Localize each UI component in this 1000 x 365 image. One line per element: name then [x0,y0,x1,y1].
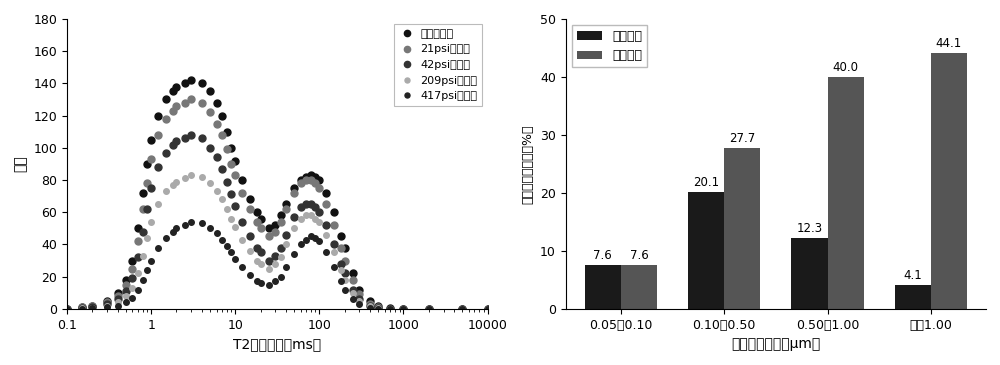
417psi离心后 [185,220,197,224]
Line: 42psi离心后: 42psi离心后 [64,131,491,312]
42psi离心后 [196,136,208,140]
21psi离心后 [482,307,494,311]
Legend: 频率分布, 累积分布: 频率分布, 累积分布 [572,25,647,68]
209psi离心后 [313,220,325,224]
Bar [688,192,724,309]
饱和水状态 [456,307,468,311]
Y-axis label: 幅度: 幅度 [14,155,28,172]
Text: 7.6: 7.6 [630,249,648,262]
Text: 4.1: 4.1 [903,269,922,282]
饱和水状态 [482,307,494,311]
209psi离心后 [456,307,468,311]
42psi离心后 [185,132,197,137]
Legend: 饱和水状态, 21psi离心后, 42psi离心后, 209psi离心后, 417psi离心后: 饱和水状态, 21psi离心后, 42psi离心后, 209psi离心后, 41… [394,24,482,105]
X-axis label: T2弛豫时间（ms）: T2弛豫时间（ms） [233,337,321,351]
42psi离心后 [300,202,312,206]
417psi离心后 [456,307,468,311]
21psi离心后 [196,100,208,105]
21psi离心后 [313,186,325,190]
21psi离心后 [185,97,197,101]
Text: 12.3: 12.3 [796,222,823,235]
209psi离心后 [152,202,164,206]
饱和水状态 [152,114,164,118]
Text: 7.6: 7.6 [593,249,612,262]
417psi离心后 [300,237,312,242]
Bar [828,77,864,309]
42psi离心后 [456,307,468,311]
Y-axis label: 可动流体饱和度（%）: 可动流体饱和度（%） [521,124,534,204]
417psi离心后 [482,307,494,311]
Text: 40.0: 40.0 [833,61,859,74]
Text: 20.1: 20.1 [693,176,719,189]
42psi离心后 [179,136,191,140]
Line: 饱和水状态: 饱和水状态 [64,77,491,312]
饱和水状态 [179,81,191,85]
417psi离心后 [179,223,191,227]
209psi离心后 [61,307,73,311]
209psi离心后 [185,173,197,177]
Text: 44.1: 44.1 [936,37,962,50]
Bar [724,148,760,309]
42psi离心后 [152,165,164,169]
21psi离心后 [179,100,191,105]
Bar [585,265,621,309]
209psi离心后 [300,213,312,218]
417psi离心后 [152,245,164,250]
209psi离心后 [482,307,494,311]
209psi离心后 [179,176,191,181]
饱和水状态 [300,174,312,179]
209psi离心后 [196,174,208,179]
42psi离心后 [313,210,325,214]
Bar [791,238,828,309]
饱和水状态 [313,178,325,182]
Text: 27.7: 27.7 [729,132,755,145]
Line: 209psi离心后: 209psi离心后 [64,172,490,312]
21psi离心后 [456,307,468,311]
21psi离心后 [152,132,164,137]
42psi离心后 [61,307,73,311]
Bar [621,265,657,309]
Line: 21psi离心后: 21psi离心后 [64,96,491,312]
Line: 417psi离心后: 417psi离心后 [64,219,490,312]
饱和水状态 [196,81,208,85]
21psi离心后 [61,307,73,311]
Bar [931,53,967,309]
21psi离心后 [300,178,312,182]
42psi离心后 [482,307,494,311]
Bar [895,285,931,309]
饱和水状态 [61,307,73,311]
417psi离心后 [61,307,73,311]
饱和水状态 [185,78,197,82]
417psi离心后 [313,239,325,243]
X-axis label: 喉道半径区间（μm）: 喉道半径区间（μm） [731,337,820,351]
417psi离心后 [196,221,208,226]
